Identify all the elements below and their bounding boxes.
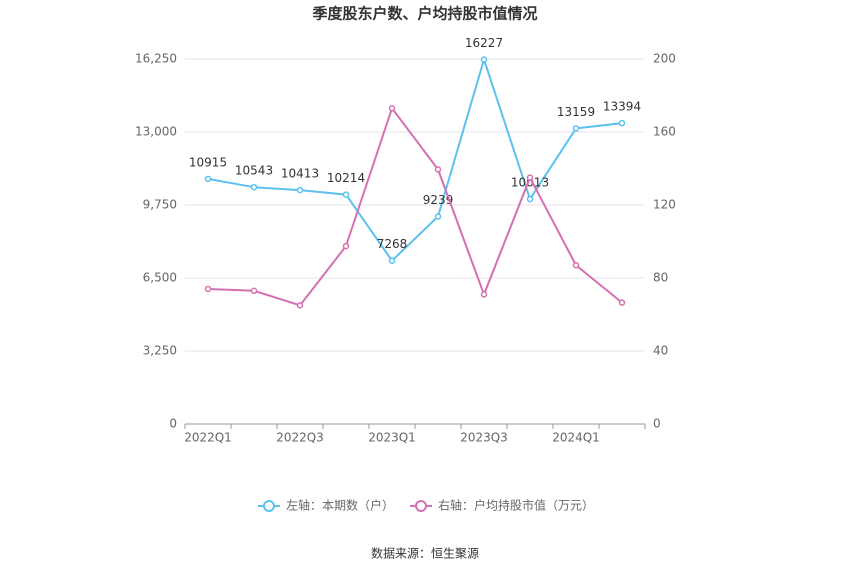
data-label: 7268: [377, 237, 408, 251]
series-line: [207, 56, 623, 263]
y2-tick-label: 200: [653, 52, 676, 66]
chart-title: 季度股东户数、户均持股市值情况: [312, 5, 537, 23]
legend-label: 右轴：户均持股市值（万元）: [438, 498, 594, 513]
data-label: 9239: [423, 193, 454, 207]
data-point: [388, 105, 396, 112]
data-point: [480, 291, 488, 298]
data-point: [250, 183, 258, 191]
y2-tick-label: 40: [653, 344, 668, 358]
data-point: [296, 302, 304, 309]
data-label: 13159: [557, 105, 595, 119]
y2-tick-label: 120: [653, 198, 676, 212]
y2-tick-label: 160: [653, 125, 676, 139]
data-point: [342, 191, 350, 198]
data-point: [342, 242, 350, 250]
data-point: [526, 174, 534, 181]
y-tick-label: 13,000: [135, 125, 177, 139]
y2-tick-label: 80: [653, 271, 668, 285]
data-point: [204, 285, 212, 293]
data-label: 10915: [189, 155, 227, 169]
y2-tick-label: 0: [653, 417, 661, 431]
data-label: 13394: [603, 100, 641, 114]
data-label: 10013: [511, 176, 549, 190]
x-tick-label: 2022Q3: [276, 431, 324, 445]
data-label: 16227: [465, 36, 503, 50]
data-point: [434, 166, 442, 173]
data-point: [526, 195, 534, 203]
data-point: [250, 287, 258, 295]
y-tick-label: 6,500: [143, 271, 177, 285]
data-point: [388, 257, 396, 264]
data-point: [434, 213, 442, 220]
legend-marker: [415, 500, 427, 512]
y-tick-label: 0: [169, 417, 177, 431]
source-note: 数据来源：恒生聚源: [371, 546, 479, 561]
data-label: 10543: [235, 164, 273, 178]
data-label: 10214: [327, 171, 365, 185]
data-label: 10413: [281, 167, 319, 181]
data-point: [296, 186, 304, 194]
y-tick-label: 9,750: [143, 198, 177, 212]
x-tick-label: 2023Q1: [368, 431, 416, 445]
data-point: [618, 119, 626, 127]
data-point: [204, 175, 212, 183]
y-tick-label: 3,250: [143, 344, 177, 358]
data-point: [572, 261, 580, 269]
x-tick-label: 2024Q1: [552, 431, 600, 445]
legend-label: 左轴：本期数（户）: [286, 498, 394, 513]
data-point: [618, 299, 626, 306]
data-point: [572, 125, 580, 132]
legend-marker: [263, 500, 275, 512]
x-tick-label: 2022Q1: [184, 431, 232, 445]
data-point: [480, 56, 488, 63]
series-line: [207, 106, 623, 307]
x-tick-label: 2023Q3: [460, 431, 508, 445]
y-tick-label: 16,250: [135, 52, 177, 66]
